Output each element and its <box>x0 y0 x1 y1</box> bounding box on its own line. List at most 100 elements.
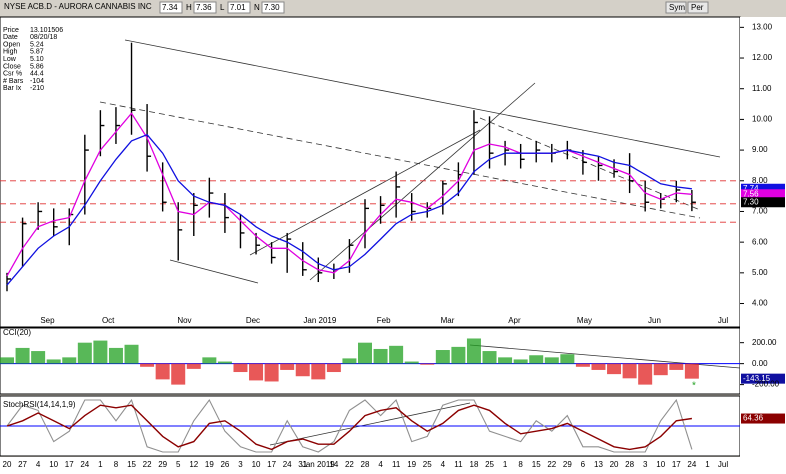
cci-bar <box>140 363 155 367</box>
month-label: Mar <box>441 316 455 325</box>
x-tick-label: 22 <box>345 460 354 469</box>
month-label: May <box>577 316 592 325</box>
info-key: Low <box>3 56 17 63</box>
x-tick-label: 31 <box>298 460 307 469</box>
cci-bar <box>155 363 170 380</box>
toolbar-field: 7.01 <box>230 3 246 12</box>
x-tick-label: 10 <box>252 460 261 469</box>
x-tick-label: 29 <box>563 460 572 469</box>
toolbar-button-label: Sym <box>669 3 685 12</box>
toolbar-button-label: Per <box>691 3 704 12</box>
cci-bar <box>653 363 668 376</box>
value-label-box <box>741 189 785 200</box>
cci-bar <box>217 361 232 364</box>
cci-bar <box>684 363 699 379</box>
cci-bar <box>389 345 404 364</box>
trendline <box>269 402 471 446</box>
info-value: 5.87 <box>30 49 44 56</box>
cci-bar <box>358 342 372 364</box>
y-tick-label: 6.00 <box>752 237 768 246</box>
cci-bar <box>404 361 419 364</box>
value-label-box <box>741 197 785 208</box>
month-label: Oct <box>102 316 115 325</box>
y-tick-label: 0.00 <box>752 359 768 368</box>
toolbar-field: N <box>254 3 260 12</box>
x-tick-label: 17 <box>672 460 681 469</box>
trendline <box>99 101 701 219</box>
x-tick-label: 6 <box>581 460 586 469</box>
x-tick-label: 28 <box>625 460 634 469</box>
month-label: Jan 2019 <box>303 316 336 325</box>
x-tick-label: 24 <box>687 460 696 469</box>
info-key: Close <box>3 63 21 70</box>
y-tick-label: 4.00 <box>752 299 768 308</box>
cci-bar <box>466 338 481 364</box>
trendline <box>249 129 481 256</box>
x-tick-label: 1 <box>705 460 710 469</box>
x-tick-label: 5 <box>176 460 181 469</box>
y-tick-label: 200.00 <box>752 338 777 347</box>
toolbar-field: 7.34 <box>162 3 178 12</box>
cci-bar <box>186 363 201 369</box>
field-box <box>193 1 217 14</box>
toolbar-button[interactable] <box>687 1 709 14</box>
month-label: Jul <box>718 316 728 325</box>
info-key: Bar Ix <box>3 85 22 92</box>
cci-bar <box>451 346 466 364</box>
symbol-title: NYSE ACB.D - AURORA CANNABIS INC <box>4 2 152 11</box>
x-tick-label: 29 <box>158 460 167 469</box>
cci-bar <box>171 363 186 385</box>
x-tick-label: Jul <box>718 460 728 469</box>
cci-bar <box>529 355 544 364</box>
y-tick-label: 7.00 <box>752 207 768 216</box>
x-tick-label: 20 <box>3 460 12 469</box>
cci-bar <box>498 357 513 364</box>
x-tick-label: 15 <box>532 460 541 469</box>
moving-average <box>6 133 692 286</box>
x-tick-label: 19 <box>205 460 214 469</box>
field-box <box>227 1 251 14</box>
month-label: Sep <box>40 316 55 325</box>
cci-bar <box>591 363 606 370</box>
x-tick-label: 14 <box>329 460 338 469</box>
x-tick-label: 8 <box>518 460 523 469</box>
value-label-box <box>741 413 785 424</box>
cci-bar <box>295 363 310 377</box>
toolbar-field: 7.36 <box>196 3 212 12</box>
cci-bar <box>249 363 264 381</box>
cci-bar <box>373 348 388 364</box>
trendline <box>169 259 259 284</box>
panel-title: CCI(20) <box>3 328 31 337</box>
month-label: Nov <box>177 316 191 325</box>
x-tick-label: 4 <box>441 460 446 469</box>
info-key: Csr % <box>3 71 22 78</box>
value-label: 64.36 <box>743 414 764 423</box>
x-tick-label: 8 <box>114 460 119 469</box>
cci-bar <box>31 351 46 364</box>
x-tick-label: 22 <box>143 460 152 469</box>
cci-bar <box>124 344 139 364</box>
info-key: # Bars <box>3 78 24 85</box>
cci-bar <box>560 354 575 364</box>
toolbar-button[interactable] <box>665 1 687 14</box>
x-tick-label: 3 <box>238 460 243 469</box>
cci-bar <box>280 363 295 370</box>
signal-star: * <box>692 381 696 392</box>
month-label: Feb <box>377 316 391 325</box>
x-tick-label: 22 <box>547 460 556 469</box>
stochrsi-line <box>6 404 693 451</box>
info-value: -104 <box>30 78 44 85</box>
x-tick-label: 3 <box>643 460 648 469</box>
x-tick-label: 15 <box>127 460 136 469</box>
cci-bar <box>622 363 637 379</box>
cci-bar <box>638 363 653 385</box>
x-tick-label: Jan 2019 <box>302 460 335 469</box>
field-box <box>261 1 285 14</box>
cci-bar <box>544 357 559 364</box>
info-box: Price 13.101506 Date 08/20/18 Open 5.24 High 5.… <box>3 27 63 92</box>
x-tick-label: 10 <box>656 460 665 469</box>
y-tick-label: 10.00 <box>752 115 773 124</box>
trendline <box>124 39 721 158</box>
x-tick-label: 12 <box>189 460 198 469</box>
